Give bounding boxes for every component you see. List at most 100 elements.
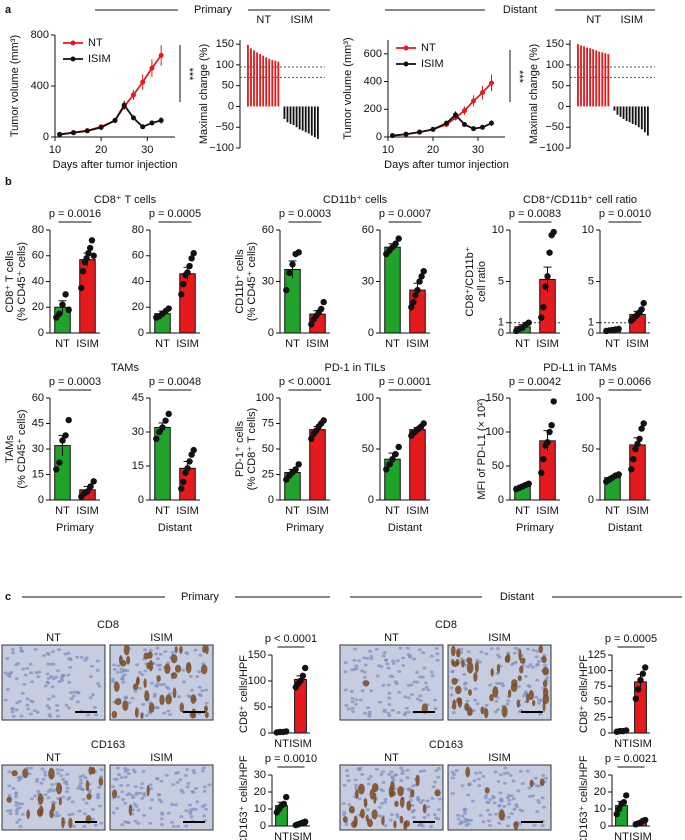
- nucleus: [201, 766, 206, 770]
- bar: [619, 106, 622, 117]
- p-value: p = 0.0003: [49, 376, 101, 388]
- nucleus: [202, 803, 207, 807]
- nucleus: [534, 655, 539, 659]
- y-tick-label: 30: [594, 769, 606, 781]
- data-point: [408, 304, 415, 311]
- annotation: ***: [513, 70, 525, 84]
- y-tick-label: 30: [262, 275, 274, 287]
- image-group-label: ISIM: [150, 632, 173, 644]
- nucleus: [121, 669, 126, 673]
- bar: [384, 246, 401, 334]
- y-axis-label: CD8⁺ T cells: [4, 250, 16, 313]
- data-point: [283, 728, 290, 735]
- nucleus: [59, 768, 64, 772]
- stained-cell: [480, 706, 485, 715]
- point: [489, 80, 494, 86]
- nucleus: [354, 698, 359, 702]
- nucleus: [350, 668, 355, 672]
- p-value: p = 0.0003: [279, 208, 331, 220]
- stained-cell: [353, 815, 358, 827]
- nucleus: [134, 793, 139, 797]
- nucleus: [21, 667, 26, 671]
- point: [480, 124, 485, 130]
- y-tick-label: 400: [364, 75, 382, 87]
- nucleus: [36, 675, 41, 679]
- data-point: [308, 435, 315, 442]
- y-tick-label: 150: [486, 392, 504, 404]
- bar: [259, 54, 262, 107]
- nucleus: [350, 706, 355, 710]
- nucleus: [19, 649, 24, 653]
- bar: [292, 106, 295, 126]
- stained-cell: [172, 687, 177, 699]
- data-point: [412, 292, 419, 299]
- stained-cell: [513, 821, 519, 830]
- bar: [613, 106, 616, 111]
- nucleus: [401, 664, 406, 668]
- nucleus: [54, 814, 59, 818]
- nucleus: [14, 800, 19, 804]
- legend-marker: [403, 45, 409, 51]
- stained-cell: [461, 659, 465, 668]
- nucleus: [82, 812, 87, 816]
- nucleus: [530, 665, 535, 669]
- nucleus: [198, 653, 203, 657]
- nucleus: [67, 706, 72, 710]
- stained-cell: [38, 805, 44, 817]
- x-tick-label: 20: [95, 144, 107, 156]
- bar: [286, 106, 289, 123]
- data-point: [59, 437, 66, 444]
- group-label: Primary: [516, 522, 554, 534]
- panel-label: c: [5, 591, 11, 603]
- nucleus: [525, 769, 530, 773]
- nucleus: [170, 803, 175, 807]
- nucleus: [202, 814, 207, 818]
- nucleus: [155, 657, 160, 661]
- nucleus: [121, 797, 126, 801]
- stained-cell: [146, 662, 151, 670]
- nucleus: [433, 780, 438, 784]
- data-point: [414, 286, 421, 294]
- y-tick-label: 0: [268, 327, 274, 339]
- data-point: [308, 321, 315, 328]
- nucleus: [207, 783, 212, 787]
- nucleus: [193, 787, 198, 791]
- chart-title: PD-1 in TILs: [325, 362, 386, 374]
- bar: [289, 106, 292, 124]
- y-tick-label: 50: [362, 443, 374, 455]
- data-point: [637, 676, 644, 684]
- nucleus: [97, 785, 102, 789]
- nucleus: [10, 647, 15, 651]
- nucleus: [18, 824, 23, 828]
- nucleus: [523, 692, 528, 696]
- x-tick-label: 20: [427, 144, 439, 156]
- nucleus: [71, 694, 76, 698]
- legend-marker: [403, 61, 409, 67]
- nucleus: [125, 669, 130, 673]
- nucleus: [422, 769, 427, 773]
- stained-cell: [465, 766, 471, 778]
- y-tick-label: 1: [588, 317, 594, 329]
- y-tick-label: 0: [138, 494, 144, 506]
- p-value: p = 0.0001: [379, 376, 431, 388]
- data-point: [392, 240, 399, 247]
- y-axis-label: PD-1⁺ cells: [234, 421, 246, 477]
- nucleus: [203, 807, 208, 811]
- nucleus: [345, 774, 350, 778]
- y-tick-label: 0: [260, 727, 266, 739]
- nucleus: [10, 707, 15, 711]
- nucleus: [507, 802, 512, 806]
- nucleus: [380, 770, 385, 774]
- nucleus: [25, 703, 30, 707]
- nucleus: [186, 781, 191, 785]
- nucleus: [479, 650, 484, 654]
- nucleus: [396, 711, 401, 715]
- stained-cell: [365, 814, 369, 822]
- data-point: [538, 314, 545, 321]
- y-tick-label: 50: [222, 80, 234, 92]
- x-tick-label: NT: [614, 738, 629, 750]
- stained-cell: [542, 667, 549, 676]
- x-tick-label: ISIM: [626, 338, 649, 350]
- chart-title: TAMs: [111, 362, 139, 374]
